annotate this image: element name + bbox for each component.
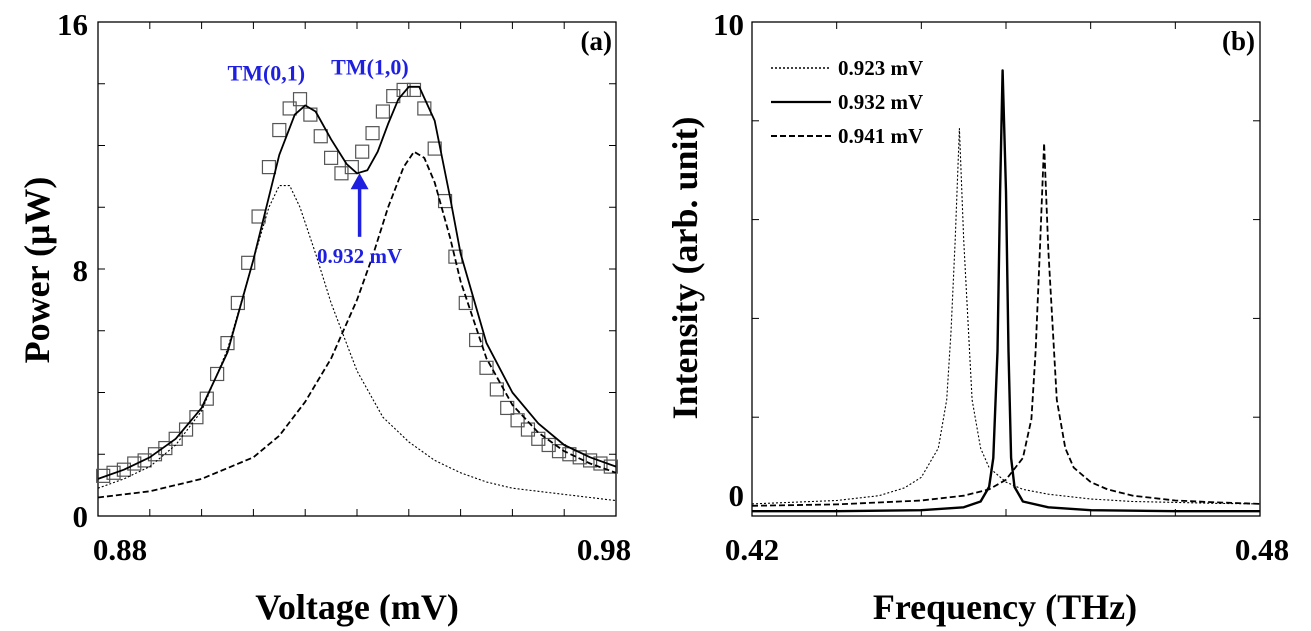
panel-a-x-tick-label: 0.88 [93,532,147,567]
data-point-square [313,129,328,144]
data-point-square [520,422,536,437]
legend-label: 0.932 mV [838,90,923,114]
annotation-label: 0.932 mV [317,244,402,268]
panel-b-y-tick-label: 10 [713,7,744,42]
panel-b-y-axis-label: Intensity (arb. unit) [665,116,705,419]
data-point-square [396,82,411,98]
panel-a-frame [97,21,617,517]
data-point-square [230,295,245,311]
panel-b-frame [751,21,1261,517]
panel-b-x-tick-label: 0.42 [725,532,779,567]
panel-b-label: (b) [1222,26,1255,56]
panel-a-series [96,82,618,502]
data-point-square [510,413,525,428]
series-line-dotted [97,185,617,502]
data-point-square [500,400,515,416]
data-point-square [106,465,121,480]
series-line-dashed [97,150,617,499]
data-point-square [127,456,142,471]
data-point-square [324,150,339,165]
data-point-square [292,92,308,107]
panel-b-ticks [752,22,1260,516]
data-point-square [189,410,204,425]
data-point-square [469,332,484,348]
panel-a-label: (a) [581,26,612,56]
data-point-square [406,82,422,98]
panel-a-x-axis-label: Voltage (mV) [255,587,459,627]
data-point-square [479,360,494,375]
panel-b-y-tick-label: 0 [729,478,745,513]
panel-b-x-axis-label: Frequency (THz) [873,587,1137,627]
panel-a-y-tick-label: 8 [73,253,89,288]
panel-a-x-tick-label: 0.98 [577,532,631,567]
panel-a-ticks [98,22,616,516]
annotation-arrow-head [350,173,369,190]
annotation-label: TM(0,1) [228,61,306,86]
legend-label: 0.941 mV [838,124,923,148]
data-point-square [417,101,432,116]
data-point-square [344,160,359,175]
data-point-square [272,122,287,138]
data-point-square [489,382,504,397]
data-point-square [199,391,214,406]
data-point-square [241,255,256,270]
series-line-dashed [751,142,1261,507]
data-point-square [251,209,266,224]
data-point-square [427,141,442,156]
series-line-solid [752,69,1260,513]
data-point-square [282,101,297,116]
panel-a-y-tick-label: 16 [57,7,88,42]
data-point-square [365,126,380,141]
panel-b-legend: 0.923 mV 0.932 mV 0.941 mV [771,56,923,148]
panel-b-series [751,69,1261,513]
panel-b-x-tick-label: 0.48 [1235,532,1289,567]
data-point-square [355,144,370,159]
series-line-dotted [751,127,1261,505]
data-point-square [96,468,111,483]
data-point-square [603,459,618,474]
data-point-square [210,366,225,382]
data-point-square [572,450,587,465]
panel-a-y-axis-label: Power (μW) [17,177,57,364]
panel-a-annotations: TM(0,1) TM(1,0) 0.932 mV [228,54,409,267]
data-point-square [178,422,194,437]
legend-label: 0.923 mV [838,56,923,80]
data-point-square [375,104,390,119]
panel-b: 0.923 mV 0.932 mV 0.941 mV (b) 0.42 0.48 0… [665,7,1289,627]
panel-a: TM(0,1) TM(1,0) 0.932 mV (a) 0.88 0.98 0 8… [17,7,631,627]
panel-a-y-tick-label: 0 [73,499,89,534]
data-point-square [261,160,277,175]
annotation-label: TM(1,0) [331,54,409,79]
